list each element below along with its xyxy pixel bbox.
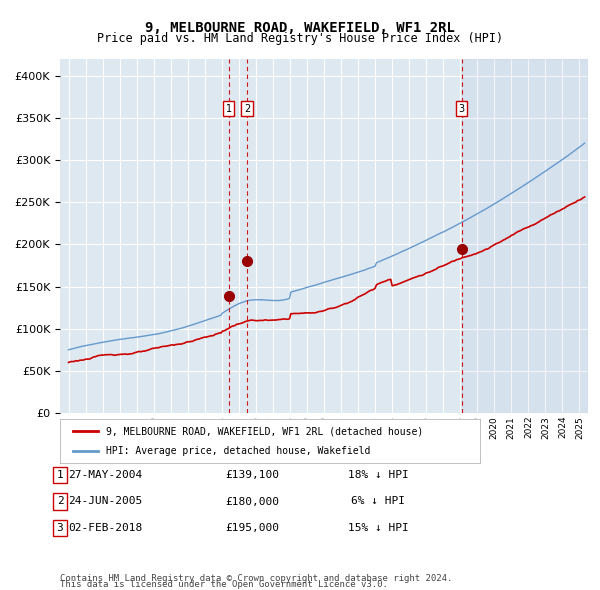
- Text: 27-MAY-2004: 27-MAY-2004: [68, 470, 142, 480]
- Text: 24-JUN-2005: 24-JUN-2005: [68, 497, 142, 506]
- Text: 9, MELBOURNE ROAD, WAKEFIELD, WF1 2RL (detached house): 9, MELBOURNE ROAD, WAKEFIELD, WF1 2RL (d…: [106, 427, 424, 436]
- Text: 15% ↓ HPI: 15% ↓ HPI: [347, 523, 409, 533]
- Text: 1: 1: [226, 104, 232, 113]
- Bar: [462, 59, 588, 413]
- Text: 18% ↓ HPI: 18% ↓ HPI: [347, 470, 409, 480]
- Text: HPI: Average price, detached house, Wakefield: HPI: Average price, detached house, Wake…: [106, 446, 371, 455]
- Text: 02-FEB-2018: 02-FEB-2018: [68, 523, 142, 533]
- Text: 6% ↓ HPI: 6% ↓ HPI: [351, 497, 405, 506]
- Text: 3: 3: [56, 523, 64, 533]
- Text: 9, MELBOURNE ROAD, WAKEFIELD, WF1 2RL: 9, MELBOURNE ROAD, WAKEFIELD, WF1 2RL: [145, 21, 455, 35]
- Text: Contains HM Land Registry data © Crown copyright and database right 2024.: Contains HM Land Registry data © Crown c…: [60, 574, 452, 583]
- Text: Price paid vs. HM Land Registry's House Price Index (HPI): Price paid vs. HM Land Registry's House …: [97, 32, 503, 45]
- Text: This data is licensed under the Open Government Licence v3.0.: This data is licensed under the Open Gov…: [60, 580, 388, 589]
- Text: £195,000: £195,000: [225, 523, 279, 533]
- Text: £180,000: £180,000: [225, 497, 279, 506]
- Text: 2: 2: [244, 104, 250, 113]
- Text: 1: 1: [56, 470, 64, 480]
- Text: 3: 3: [459, 104, 465, 113]
- Text: 2: 2: [56, 497, 64, 506]
- Text: £139,100: £139,100: [225, 470, 279, 480]
